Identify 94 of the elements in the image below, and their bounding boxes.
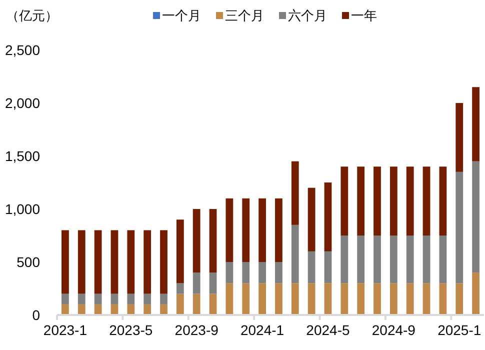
bar bbox=[144, 304, 152, 315]
bar bbox=[160, 230, 168, 294]
bar bbox=[226, 283, 234, 315]
y-tick-label: 2,000 bbox=[4, 95, 40, 111]
bar bbox=[62, 230, 69, 294]
bar bbox=[308, 188, 316, 252]
bar bbox=[275, 262, 282, 284]
x-tick-label: 2023-1 bbox=[43, 322, 88, 338]
bar bbox=[160, 294, 168, 304]
y-tick-label: 1,500 bbox=[4, 148, 40, 164]
x-tick-label: 2024-5 bbox=[306, 322, 350, 338]
y-tick-label: 500 bbox=[16, 254, 40, 270]
bar bbox=[110, 294, 118, 304]
bar bbox=[62, 294, 69, 304]
x-tick-label: 2024-9 bbox=[372, 322, 416, 338]
bar bbox=[176, 220, 184, 284]
bar bbox=[422, 236, 430, 284]
bar bbox=[291, 283, 299, 315]
legend-label: 一个月 bbox=[162, 8, 201, 23]
bar bbox=[192, 294, 200, 315]
bar bbox=[324, 251, 332, 284]
bar bbox=[78, 230, 86, 294]
bar bbox=[127, 304, 135, 315]
bar bbox=[192, 209, 200, 273]
bar bbox=[357, 236, 365, 284]
bar bbox=[258, 262, 266, 284]
bar bbox=[340, 166, 348, 236]
bar bbox=[94, 304, 102, 315]
x-tick-label: 2025-1 bbox=[438, 322, 482, 338]
bar bbox=[176, 294, 184, 315]
bar bbox=[439, 283, 447, 315]
bar bbox=[406, 236, 414, 284]
bar bbox=[390, 236, 398, 284]
bar bbox=[94, 294, 102, 304]
bar bbox=[209, 209, 217, 273]
bar bbox=[472, 87, 480, 162]
bar bbox=[94, 230, 102, 294]
x-tick-label: 2024-1 bbox=[240, 322, 284, 338]
x-tick-label: 2023-5 bbox=[109, 322, 153, 338]
bar bbox=[456, 103, 464, 172]
bar bbox=[242, 262, 250, 284]
bar bbox=[390, 166, 398, 236]
bar bbox=[374, 283, 381, 315]
bar bbox=[209, 272, 217, 294]
bar bbox=[340, 236, 348, 284]
bar bbox=[472, 272, 480, 315]
bar bbox=[176, 283, 184, 294]
y-axis-title: （亿元） bbox=[6, 8, 58, 23]
bar bbox=[226, 262, 234, 284]
bar bbox=[258, 198, 266, 262]
bar bbox=[439, 166, 447, 236]
legend-label: 三个月 bbox=[225, 8, 264, 23]
x-tick-label: 2023-9 bbox=[174, 322, 219, 338]
bar bbox=[192, 272, 200, 294]
bar bbox=[439, 236, 447, 284]
bar bbox=[291, 224, 299, 284]
bar bbox=[406, 283, 414, 315]
bar bbox=[308, 283, 316, 315]
bar bbox=[422, 283, 430, 315]
bar bbox=[226, 198, 234, 262]
bar bbox=[127, 230, 135, 294]
bar bbox=[110, 230, 118, 294]
bar bbox=[422, 166, 430, 236]
bar bbox=[324, 182, 332, 252]
bar bbox=[160, 304, 168, 315]
bar bbox=[456, 172, 464, 284]
bar bbox=[242, 283, 250, 315]
bar bbox=[374, 166, 381, 236]
y-tick-label: 0 bbox=[32, 307, 40, 323]
bar bbox=[324, 283, 332, 315]
bar bbox=[357, 166, 365, 236]
legend-label: 六个月 bbox=[288, 8, 327, 23]
bar bbox=[308, 251, 316, 284]
bar bbox=[374, 236, 381, 284]
bar bbox=[340, 283, 348, 315]
bar bbox=[472, 161, 480, 273]
bar bbox=[275, 198, 282, 262]
bar bbox=[291, 161, 299, 225]
legend-label: 一年 bbox=[351, 8, 377, 23]
bar bbox=[456, 283, 464, 315]
bar bbox=[357, 283, 365, 315]
bar bbox=[78, 304, 86, 315]
bar bbox=[78, 294, 86, 304]
bar bbox=[390, 283, 398, 315]
bar bbox=[127, 294, 135, 304]
bar bbox=[258, 283, 266, 315]
bar bbox=[144, 230, 152, 294]
bar bbox=[406, 166, 414, 236]
y-tick-label: 1,000 bbox=[4, 201, 40, 217]
bar bbox=[144, 294, 152, 304]
y-tick-label: 2,500 bbox=[4, 42, 40, 58]
bar bbox=[62, 304, 69, 315]
bar bbox=[242, 198, 250, 262]
bar bbox=[275, 283, 282, 315]
